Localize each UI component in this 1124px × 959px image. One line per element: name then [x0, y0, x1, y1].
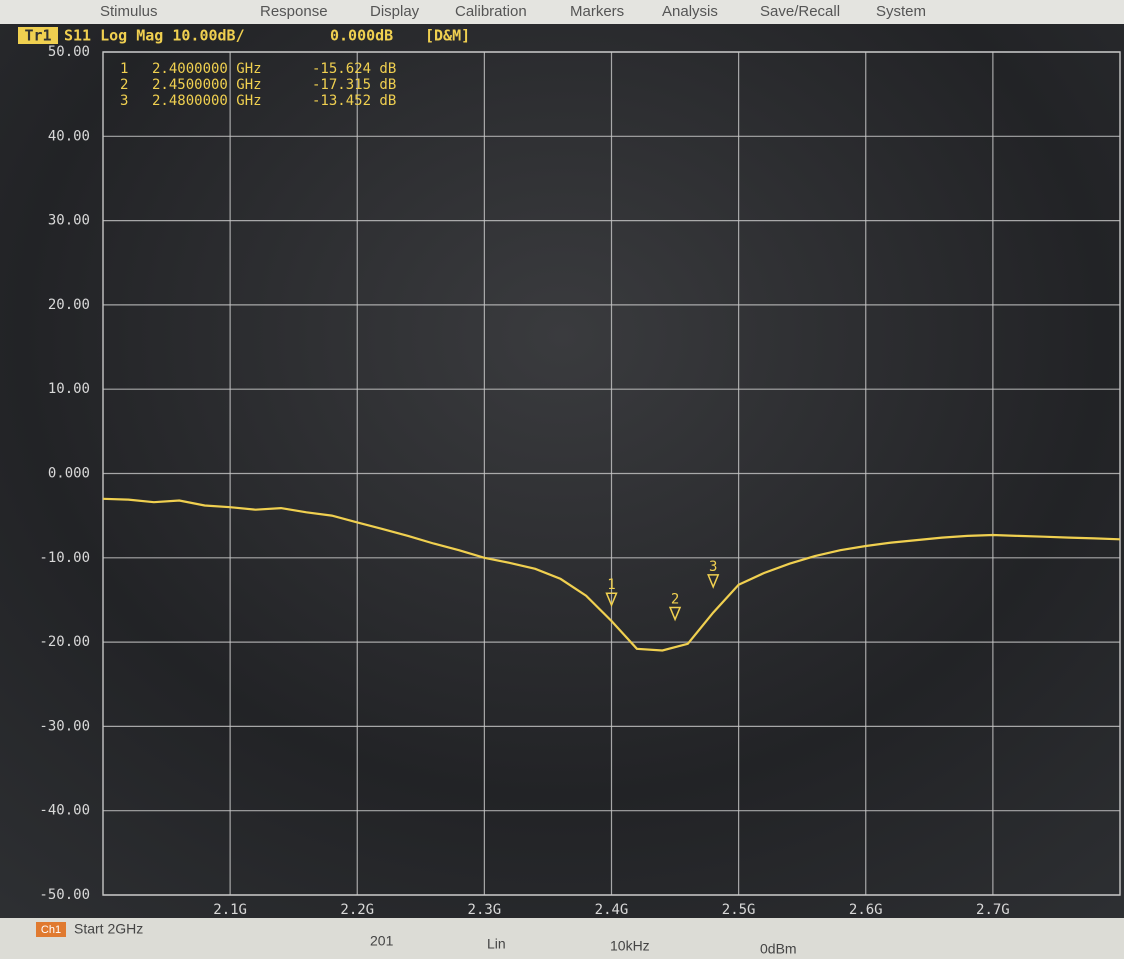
menu-items: Stimulus Response Display Calibration Marker… [100, 3, 926, 20]
menu-item: Display [370, 3, 420, 20]
channel-badge [36, 922, 66, 937]
trace-mode: [D&M] [425, 27, 470, 45]
x-tick-label: 2.7G [976, 902, 1010, 918]
y-tick-label: 40.00 [48, 128, 90, 144]
points: 201 [370, 933, 394, 949]
marker-triangle [707, 574, 720, 589]
marker-number: 3 [709, 559, 717, 575]
marker-readout-number: 2 [120, 77, 128, 93]
x-tick-label: 2.6G [849, 902, 883, 918]
trace-line [102, 497, 1121, 652]
marker-readout-value: -13.452 dB [312, 93, 396, 109]
marker-number: 2 [671, 591, 679, 607]
menu-item: Analysis [662, 3, 718, 20]
y-tick-label: 50.00 [48, 44, 90, 60]
y-tick-label: 30.00 [48, 213, 90, 229]
channel-id: Ch1 [41, 924, 61, 936]
menu-bar [0, 0, 1124, 24]
y-tick-label: -20.00 [39, 634, 90, 650]
power: 0dBm [760, 941, 797, 957]
x-tick-label: 2.4G [595, 902, 629, 918]
menu-item: Calibration [455, 3, 527, 20]
menu-item: System [876, 3, 926, 20]
marker-readout-frequency: 2.4800000 GHz [152, 93, 262, 109]
trace-format: S11 Log Mag 10.00dB/ [64, 27, 245, 45]
y-tick-label: 10.00 [48, 381, 90, 397]
y-tick-label: 20.00 [48, 297, 90, 313]
trace-reference: 0.000dB [330, 27, 393, 45]
y-tick-label: -30.00 [39, 718, 90, 734]
marker-readout-number: 1 [120, 61, 128, 77]
y-tick-label: -40.00 [39, 803, 90, 819]
menu-item: Save/Recall [760, 3, 840, 20]
x-tick-label: 2.3G [468, 902, 502, 918]
x-tick-label: 2.1G [213, 902, 247, 918]
marker-readout-value: -17.315 dB [312, 77, 396, 93]
trace-id: Tr1 [24, 27, 51, 45]
y-tick-label: 0.000 [48, 466, 90, 482]
marker-readout-frequency: 2.4500000 GHz [152, 77, 262, 93]
x-tick-label: 2.5G [722, 902, 756, 918]
marker-readout-number: 3 [120, 93, 128, 109]
y-tick-label: -10.00 [39, 550, 90, 566]
trace-badge [18, 27, 58, 44]
marker-triangle [668, 606, 682, 622]
menu-item: Stimulus [100, 3, 158, 20]
x-tick-label: 2.2G [340, 902, 374, 918]
status-bar [0, 918, 1124, 959]
marker-readout-value: -15.624 dB [312, 61, 396, 77]
marker-triangle [605, 592, 618, 608]
marker-readout-frequency: 2.4000000 GHz [152, 61, 262, 77]
start-frequency: Start 2GHz [74, 921, 143, 937]
menu-item: Response [260, 3, 328, 20]
menu-item: Markers [570, 3, 624, 20]
y-tick-label: -50.00 [39, 887, 90, 903]
if-bandwidth: 10kHz [610, 938, 650, 954]
marker-number: 1 [607, 577, 615, 593]
sweep-type: Lin [487, 936, 506, 952]
